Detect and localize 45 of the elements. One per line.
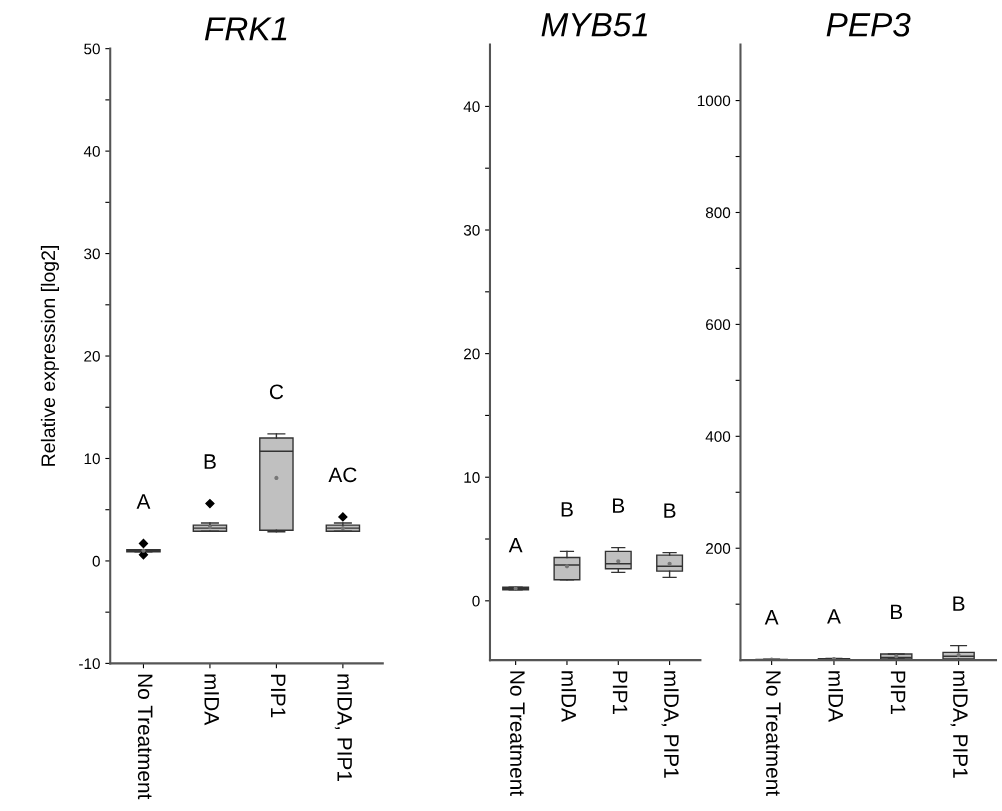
annotation: B [953,596,965,611]
y-tick-label: 600 [706,319,731,331]
y-tick-label: -10 [79,658,100,670]
annotation: B [613,498,625,513]
annotation: B [664,503,676,518]
x-tick-label: mIDA, PIP1 [334,674,352,781]
y-tick-label: 0 [92,555,100,567]
x-tick-label: mIDA [561,671,576,722]
annotation: A [136,494,151,509]
x-tick-label: No Treatment [766,671,781,796]
x-tick-label: mIDA [828,671,843,722]
y-tick-label: 400 [705,431,731,442]
y-tick-label: 50 [84,43,100,55]
x-tick-label: No Treatment [137,674,153,800]
y-tick-label: 10 [464,472,480,483]
annotation: B [891,604,903,620]
y-tick-label: 40 [463,101,480,113]
x-tick-label: PIP1 [612,671,628,715]
y-tick-label: 20 [464,348,480,360]
x-tick-label: No Treatment [510,671,525,796]
annotation: AC [328,467,357,483]
x-tick-label: mIDA, PIP1 [950,671,968,778]
chart-title: FRK1 [204,17,287,41]
y-tick-label: 0 [472,595,480,607]
annotation: A [764,610,779,625]
y-axis-title: Relative expression [log2] [40,246,59,466]
y-tick-label: 200 [706,543,731,554]
annotation: A [827,609,841,624]
x-tick-label: PIP1 [890,671,906,715]
annotation: C [269,384,284,400]
annotation: B [561,502,573,517]
annotation: A [508,538,523,553]
y-tick-label: 30 [84,248,100,260]
y-tick-label: 30 [463,224,480,236]
chart-title: MYB51 [541,13,648,37]
y-tick-label: 800 [705,207,731,219]
y-tick-label: 1000 [697,95,731,107]
annotation: B [204,454,216,469]
chart-title: PEP3 [826,13,911,37]
x-tick-label: mIDA [204,674,219,726]
x-tick-label: mIDA, PIP1 [661,671,679,778]
y-tick-label: 20 [84,350,100,362]
y-tick-label: 40 [83,145,100,157]
y-tick-label: 10 [84,453,100,465]
x-tick-label: PIP1 [271,674,286,718]
